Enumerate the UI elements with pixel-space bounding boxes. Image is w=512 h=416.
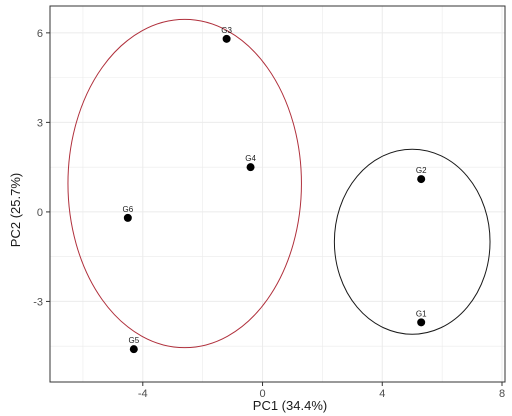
- grid-lines: [50, 6, 505, 382]
- point-label: G1: [416, 309, 427, 318]
- y-tick-label: 0: [37, 207, 43, 219]
- x-tick-label: -4: [138, 388, 148, 400]
- y-axis-title: PC2 (25.7%): [8, 173, 23, 247]
- x-tick-label: 8: [499, 388, 505, 400]
- point-label: G5: [128, 336, 139, 345]
- data-point: [222, 34, 231, 43]
- point-label: G2: [416, 166, 427, 175]
- data-point: [123, 213, 132, 222]
- data-point: [417, 318, 426, 327]
- x-axis-title: PC1 (34.4%): [253, 398, 327, 413]
- group-ellipses: [67, 18, 491, 349]
- data-points: G1 G2 G3 G4 G5 G6: [122, 26, 427, 354]
- data-point: [246, 163, 255, 172]
- y-tick-label: 3: [37, 117, 43, 129]
- group-ellipse: [333, 148, 491, 335]
- panel-border: [49, 5, 506, 383]
- point-label: G4: [245, 154, 256, 163]
- data-point: [417, 175, 426, 184]
- data-point: [129, 345, 138, 354]
- point-label: G6: [122, 205, 133, 214]
- group-ellipse: [67, 18, 302, 349]
- y-tick-label: 6: [37, 28, 43, 40]
- x-tick-label: 4: [379, 388, 385, 400]
- axes: -4 0 4 8 -3 0 3 6: [33, 28, 505, 400]
- x-tick-label: 0: [259, 388, 265, 400]
- y-tick-label: -3: [33, 296, 43, 308]
- point-label: G3: [221, 26, 232, 35]
